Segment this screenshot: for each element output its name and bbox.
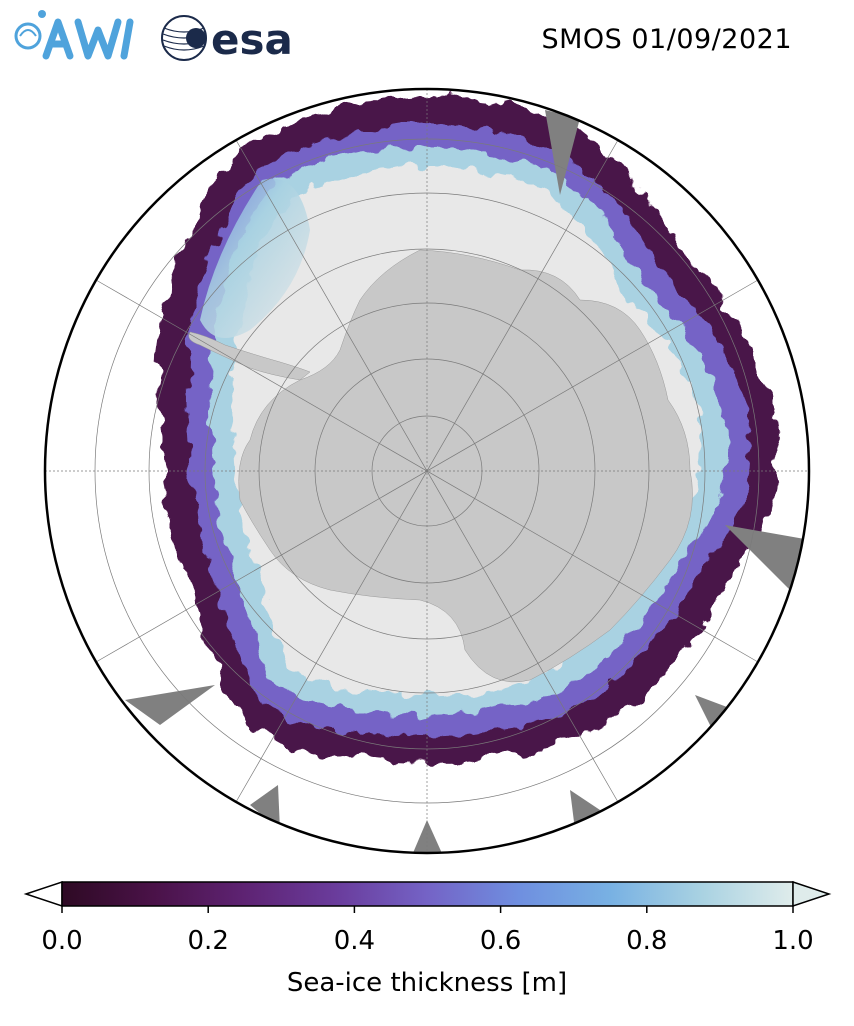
colorbar-ticks: 0.0 0.2 0.4 0.6 0.8 1.0 bbox=[41, 906, 814, 956]
graticule bbox=[45, 89, 809, 853]
colorbar-extend-high bbox=[792, 880, 832, 908]
colorbar-tick-label: 0.8 bbox=[626, 926, 667, 956]
colorbar-extend-low bbox=[23, 880, 63, 908]
colorbar-tick-label: 1.0 bbox=[772, 926, 813, 956]
colorbar-tick-label: 0.6 bbox=[480, 926, 521, 956]
map-title: SMOS 01/09/2021 bbox=[541, 24, 792, 55]
no-data-regions bbox=[125, 110, 809, 853]
esa-logo: esa bbox=[161, 15, 293, 64]
map-boundary bbox=[43, 87, 811, 855]
polar-map bbox=[43, 87, 811, 855]
logos: esa bbox=[14, 10, 293, 64]
colorbar: 0.0 0.2 0.4 0.6 0.8 1.0 Sea-ice thickness [m] bbox=[23, 880, 832, 998]
colorbar-label: Sea-ice thickness [m] bbox=[287, 968, 567, 998]
svg-text:esa: esa bbox=[211, 15, 293, 64]
colorbar-tick-label: 0.4 bbox=[334, 926, 375, 956]
colorbar-tick-label: 0.2 bbox=[188, 926, 229, 956]
antarctica bbox=[238, 249, 693, 683]
weddell-sea-ice bbox=[200, 178, 310, 338]
colorbar-tick-label: 0.0 bbox=[41, 926, 82, 956]
awi-logo bbox=[14, 10, 134, 60]
colorbar-gradient bbox=[61, 881, 794, 907]
antarctic-peninsula bbox=[188, 331, 311, 381]
